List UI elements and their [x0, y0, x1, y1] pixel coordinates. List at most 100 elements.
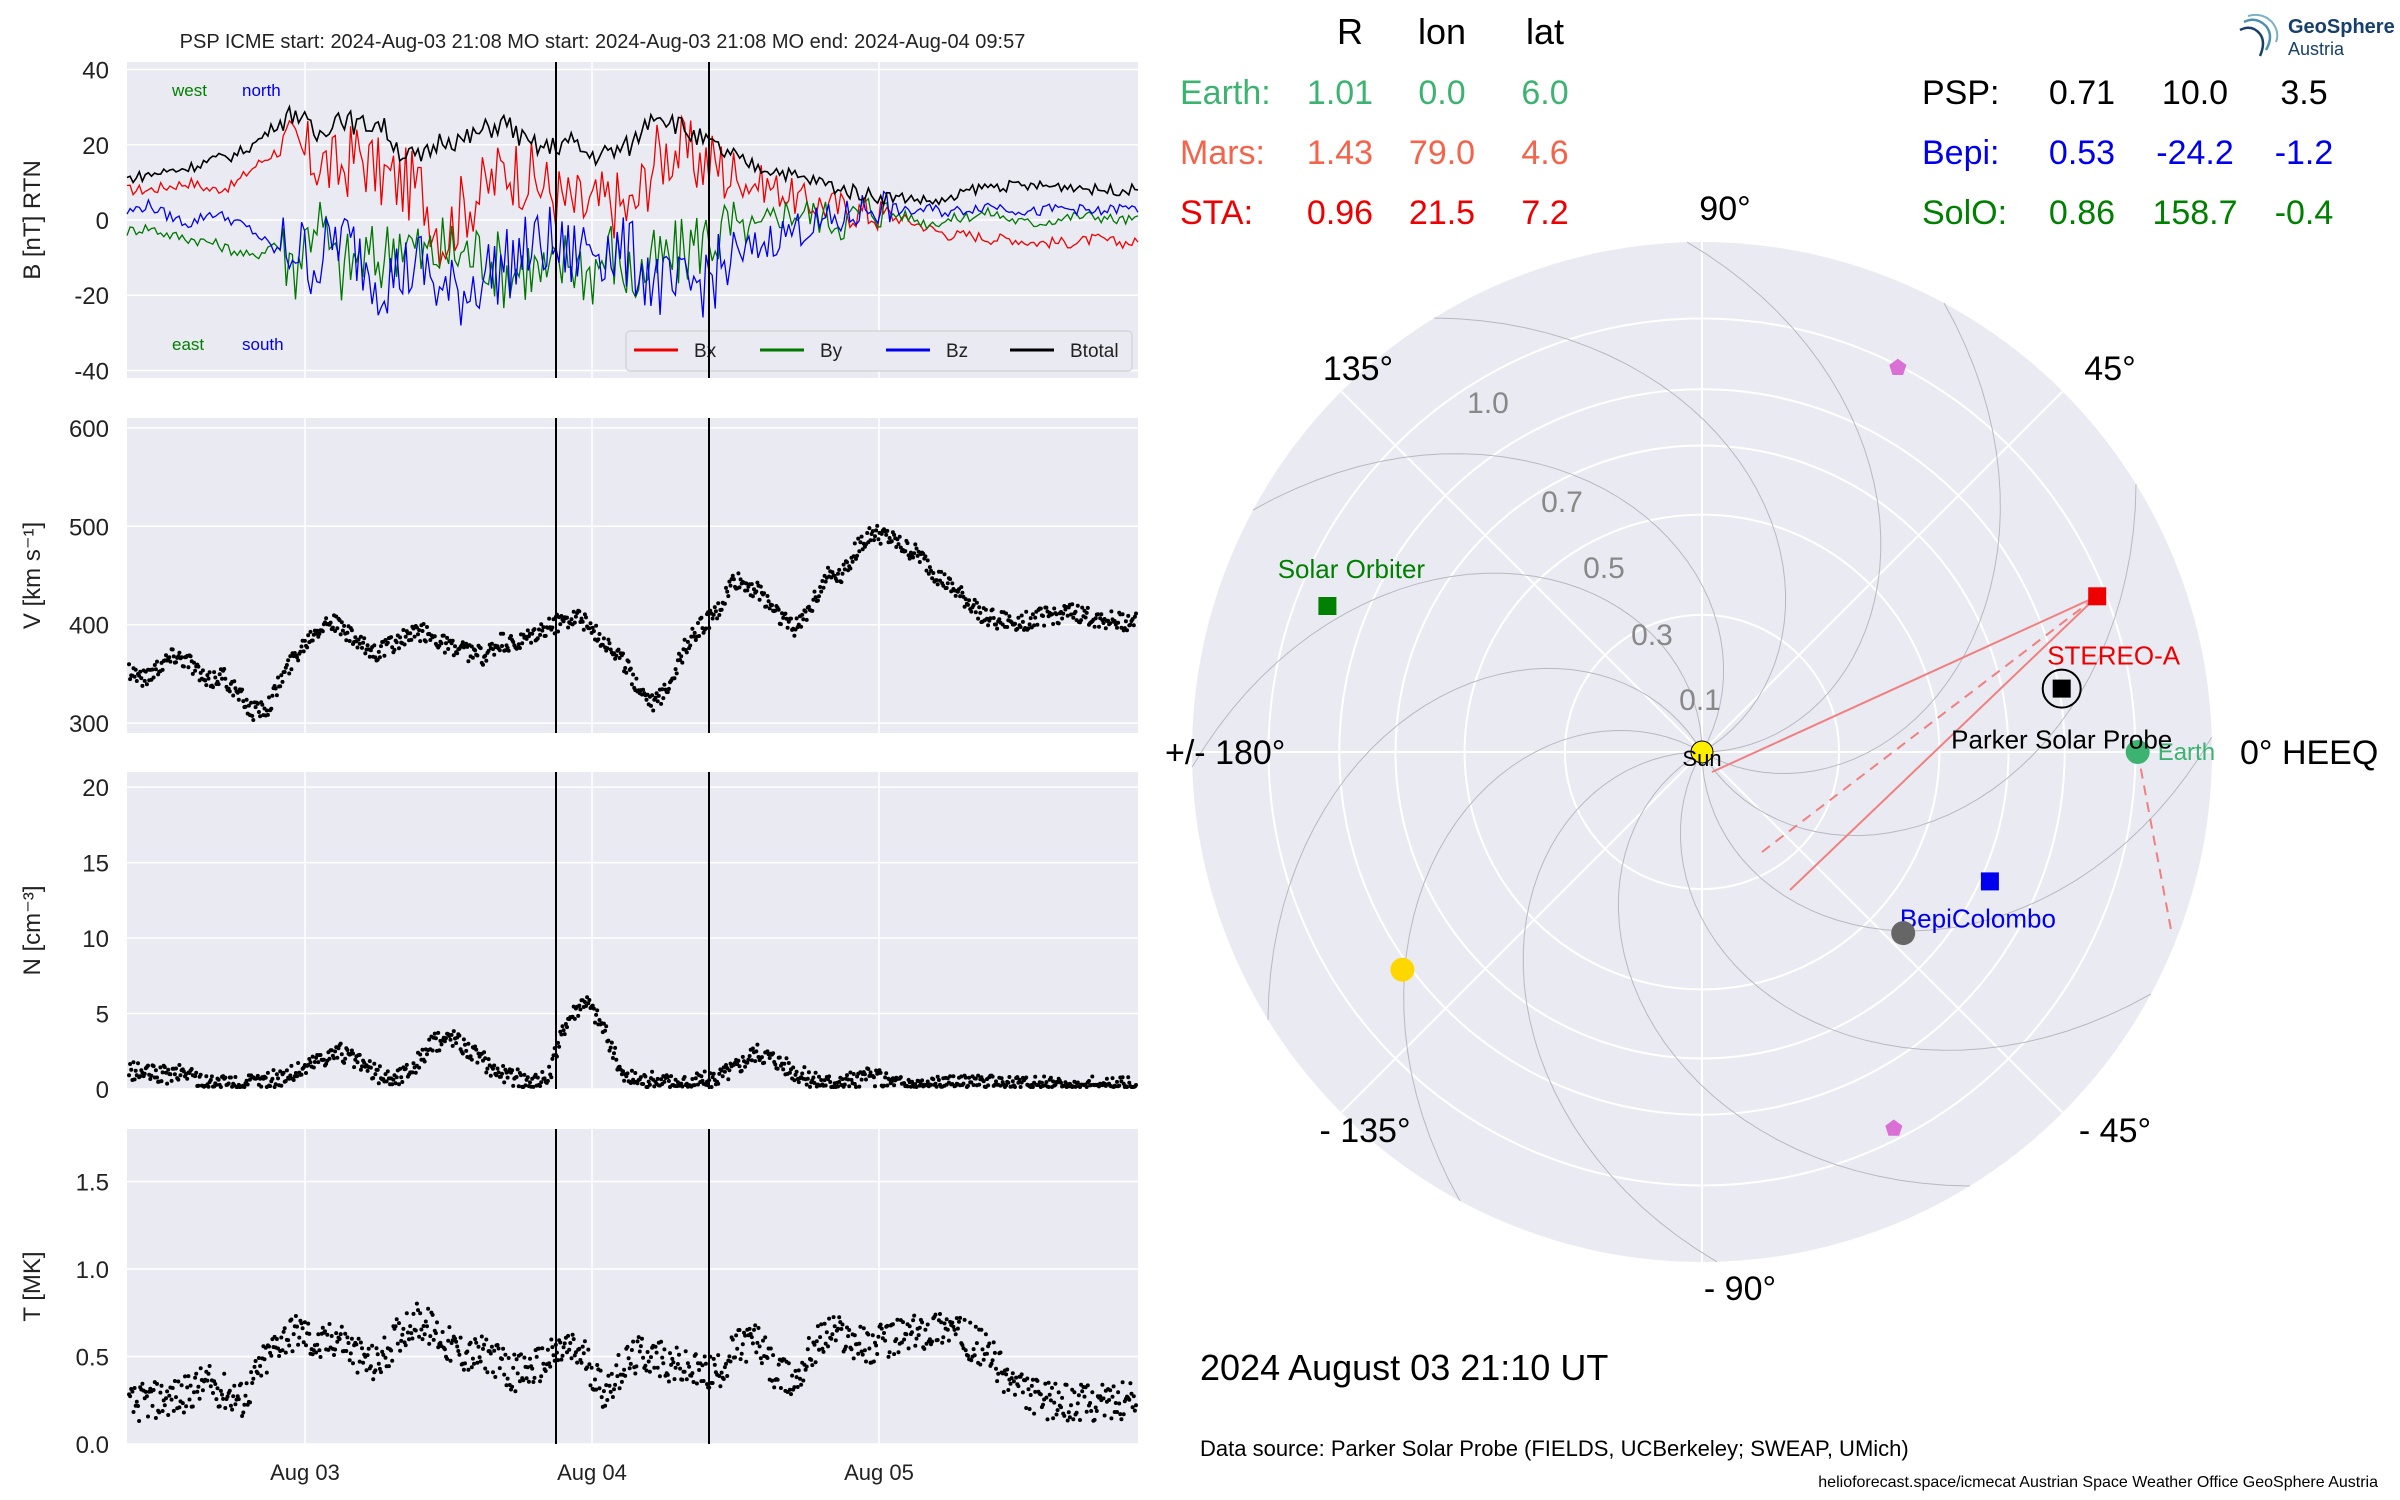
- data-point: [724, 585, 728, 590]
- data-point: [278, 1069, 283, 1074]
- data-point: [522, 1355, 527, 1360]
- data-point: [244, 1381, 249, 1386]
- data-point: [586, 1347, 591, 1352]
- data-point: [397, 1082, 401, 1087]
- data-point: [778, 622, 783, 627]
- data-point: [889, 1079, 894, 1084]
- data-point: [911, 555, 916, 560]
- data-point: [279, 1335, 284, 1340]
- data-point: [196, 1384, 201, 1389]
- data-point: [469, 644, 474, 649]
- data-point: [269, 1353, 274, 1358]
- data-point: [528, 1356, 532, 1361]
- data-point: [851, 1072, 856, 1076]
- data-point: [577, 1003, 582, 1008]
- data-point: [690, 1371, 695, 1376]
- data-point: [873, 1084, 877, 1089]
- data-point: [646, 1079, 651, 1084]
- data-point: [829, 1336, 834, 1341]
- data-point: [205, 1378, 210, 1383]
- data-point: [959, 585, 964, 590]
- data-point: [475, 1060, 480, 1065]
- data-point: [874, 1343, 879, 1348]
- data-point: [799, 1382, 804, 1387]
- bepicolombo-marker: [1980, 872, 1999, 891]
- data-point: [1115, 625, 1119, 630]
- data-point: [314, 631, 319, 636]
- data-point: [252, 1364, 257, 1369]
- data-point: [654, 1350, 659, 1355]
- y-axis-label: N [cm⁻³]: [19, 886, 46, 976]
- data-point: [505, 645, 510, 650]
- y-tick-label: 300: [69, 711, 109, 738]
- data-point: [688, 643, 693, 648]
- data-point: [659, 1339, 664, 1344]
- data-point: [944, 1317, 949, 1322]
- data-point: [485, 1066, 490, 1071]
- data-point: [531, 1084, 536, 1089]
- data-point: [1064, 1382, 1069, 1387]
- data-point: [792, 633, 797, 638]
- data-point: [856, 1351, 861, 1356]
- data-point: [802, 1065, 807, 1070]
- data-point: [610, 1056, 615, 1060]
- data-point: [755, 1042, 760, 1047]
- data-point: [1073, 609, 1078, 614]
- data-point: [678, 1366, 683, 1371]
- data-point: [307, 1331, 312, 1336]
- data-point: [1084, 1085, 1089, 1089]
- data-point: [373, 1072, 378, 1077]
- data-point: [852, 1082, 857, 1086]
- data-point: [772, 1385, 777, 1390]
- planet-marker: [1891, 921, 1916, 946]
- data-point: [607, 641, 612, 646]
- data-point: [587, 998, 592, 1002]
- data-point: [848, 566, 853, 571]
- data-point: [1126, 613, 1131, 618]
- data-point: [1054, 612, 1059, 617]
- y-tick-label: 400: [69, 613, 109, 640]
- data-point: [464, 641, 469, 646]
- data-point: [295, 655, 299, 660]
- data-point: [465, 1349, 470, 1354]
- data-point: [1044, 1395, 1049, 1400]
- data-point: [569, 617, 574, 622]
- data-point: [1039, 1080, 1044, 1085]
- data-point: [942, 572, 947, 577]
- data-point: [916, 1079, 921, 1084]
- data-point: [168, 1072, 173, 1077]
- data-point: [859, 1349, 864, 1354]
- data-point: [917, 1325, 922, 1330]
- data-point: [715, 616, 720, 621]
- data-point: [1090, 1074, 1095, 1079]
- data-point: [445, 1356, 450, 1361]
- data-point: [308, 629, 313, 634]
- data-point: [525, 628, 530, 633]
- data-point: [989, 1361, 994, 1366]
- data-point: [826, 1344, 830, 1349]
- data-point: [356, 1336, 361, 1341]
- data-point: [132, 1077, 137, 1082]
- data-point: [786, 1061, 791, 1065]
- data-point: [179, 1383, 184, 1388]
- data-point: [310, 638, 315, 643]
- y-tick-label: 15: [82, 851, 109, 878]
- data-point: [1013, 621, 1017, 626]
- annotation-south: south: [242, 335, 284, 354]
- data-point: [978, 1362, 983, 1367]
- data-point: [568, 1341, 573, 1345]
- data-point: [569, 1356, 574, 1361]
- data-point: [777, 1055, 782, 1060]
- data-point: [971, 603, 976, 608]
- data-point: [495, 1343, 500, 1347]
- data-point: [585, 995, 590, 1000]
- data-point: [806, 1070, 811, 1075]
- data-point: [1085, 605, 1090, 610]
- data-point: [931, 571, 936, 575]
- data-point: [535, 1075, 540, 1080]
- data-point: [1024, 1075, 1029, 1080]
- data-point: [1033, 615, 1038, 620]
- data-point: [1119, 1417, 1124, 1422]
- data-point: [1112, 619, 1117, 623]
